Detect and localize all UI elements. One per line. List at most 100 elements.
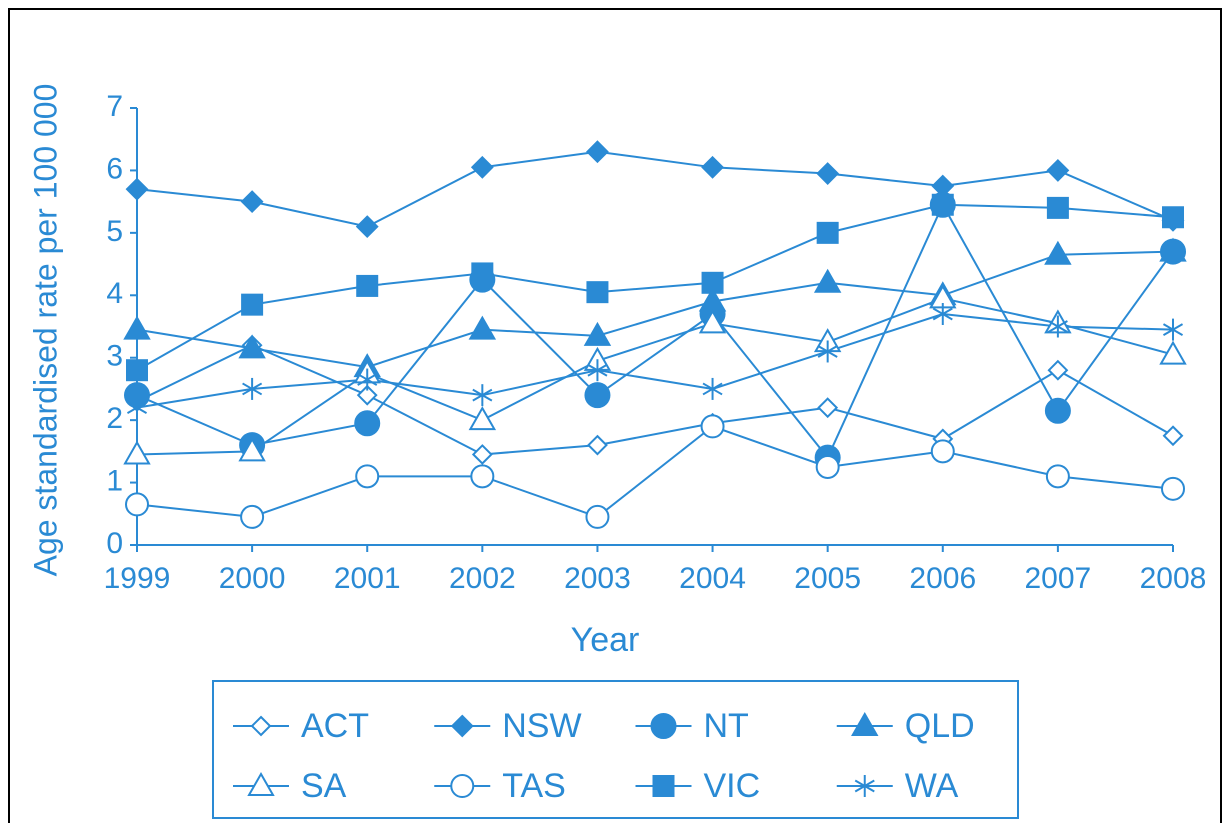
data-point bbox=[932, 303, 953, 326]
data-point bbox=[817, 340, 838, 363]
y-tick-label: 7 bbox=[106, 90, 123, 123]
data-point bbox=[1161, 476, 1185, 501]
data-point bbox=[1047, 359, 1069, 381]
asterisk-stroke bbox=[1047, 320, 1068, 333]
data-point bbox=[815, 454, 840, 479]
data-point bbox=[587, 359, 608, 382]
legend-marker bbox=[450, 774, 475, 798]
data-point bbox=[126, 396, 148, 419]
y-tick-label: 1 bbox=[106, 464, 123, 497]
asterisk-stroke bbox=[702, 382, 723, 396]
data-point bbox=[930, 439, 955, 464]
data-point bbox=[468, 406, 497, 431]
y-tick-label: 6 bbox=[106, 152, 123, 185]
data-point bbox=[1159, 340, 1187, 365]
asterisk-stroke bbox=[242, 382, 263, 396]
data-point bbox=[356, 384, 378, 406]
data-point bbox=[240, 504, 265, 529]
data-point bbox=[816, 221, 839, 244]
legend-marker bbox=[247, 771, 275, 796]
data-point bbox=[241, 293, 264, 316]
x-tick-label: 2007 bbox=[1025, 562, 1092, 595]
data-point bbox=[354, 410, 381, 437]
data-point bbox=[813, 268, 842, 293]
series-line bbox=[136, 312, 1174, 409]
data-point bbox=[586, 281, 609, 304]
y-tick-label: 3 bbox=[106, 340, 123, 373]
data-point bbox=[1044, 397, 1071, 424]
data-point bbox=[470, 464, 495, 489]
data-point bbox=[1046, 159, 1070, 182]
legend-box bbox=[212, 680, 1019, 819]
asterisk-stroke bbox=[587, 363, 608, 377]
data-point bbox=[817, 397, 839, 419]
data-point bbox=[238, 334, 266, 359]
data-point bbox=[702, 377, 723, 400]
data-point bbox=[1046, 196, 1069, 219]
x-tick-label: 2006 bbox=[909, 562, 976, 595]
frame bbox=[8, 8, 1222, 823]
data-point bbox=[242, 377, 263, 400]
legend-label: TAS bbox=[502, 767, 566, 805]
data-point bbox=[468, 315, 497, 340]
series-line bbox=[136, 203, 1174, 372]
asterisk-stroke bbox=[1162, 323, 1184, 336]
data-point bbox=[125, 492, 149, 517]
data-point bbox=[123, 440, 151, 465]
y-tick-label: 0 bbox=[106, 527, 123, 560]
legend-marker bbox=[854, 775, 875, 797]
legend-label: NSW bbox=[502, 707, 581, 745]
x-tick-label: 2003 bbox=[564, 562, 631, 595]
x-tick-label: 1999 bbox=[104, 562, 171, 595]
data-point bbox=[355, 215, 379, 239]
legend-label: SA bbox=[301, 767, 347, 805]
series-line bbox=[136, 297, 1174, 456]
legend-label: QLD bbox=[905, 707, 975, 745]
legend-marker bbox=[652, 775, 675, 797]
data-point bbox=[471, 444, 493, 465]
data-point bbox=[470, 155, 494, 179]
series-line bbox=[136, 425, 1174, 519]
y-axis-title: Age standardised rate per 100 000 bbox=[27, 84, 63, 577]
asterisk-stroke bbox=[932, 307, 953, 321]
data-point bbox=[355, 464, 380, 489]
data-point bbox=[1162, 206, 1184, 229]
data-point bbox=[472, 384, 493, 407]
data-point bbox=[240, 190, 264, 214]
legend-label: ACT bbox=[301, 707, 369, 745]
data-point bbox=[698, 309, 727, 334]
series-line bbox=[136, 202, 1174, 460]
data-point bbox=[701, 271, 724, 294]
data-point bbox=[1162, 318, 1184, 341]
data-point bbox=[1047, 315, 1068, 338]
data-point bbox=[123, 315, 151, 340]
data-point bbox=[471, 262, 494, 285]
series-line bbox=[136, 150, 1174, 228]
x-tick-label: 2001 bbox=[334, 562, 401, 595]
x-tick-label: 2000 bbox=[219, 562, 286, 595]
x-tick-label: 2005 bbox=[794, 562, 861, 595]
data-point bbox=[931, 193, 954, 216]
legend-marker bbox=[450, 714, 474, 738]
x-tick-label: 2002 bbox=[449, 562, 516, 595]
data-point bbox=[1045, 464, 1070, 489]
x-tick-label: 2004 bbox=[679, 562, 746, 595]
data-point bbox=[356, 274, 379, 297]
data-point bbox=[1162, 425, 1184, 447]
data-point bbox=[126, 359, 148, 382]
data-point bbox=[1159, 237, 1187, 262]
asterisk-stroke bbox=[854, 779, 875, 793]
data-point bbox=[816, 162, 840, 185]
data-point bbox=[700, 414, 725, 439]
legend-marker bbox=[650, 713, 677, 739]
data-point bbox=[1044, 240, 1072, 265]
data-point bbox=[357, 368, 378, 391]
data-point bbox=[584, 382, 611, 409]
data-point bbox=[125, 177, 149, 201]
x-axis-title: Year bbox=[571, 621, 640, 659]
asterisk-stroke bbox=[357, 373, 378, 386]
data-point bbox=[583, 321, 612, 346]
data-point bbox=[587, 434, 608, 456]
y-tick-label: 5 bbox=[106, 215, 123, 248]
data-point bbox=[585, 504, 610, 529]
